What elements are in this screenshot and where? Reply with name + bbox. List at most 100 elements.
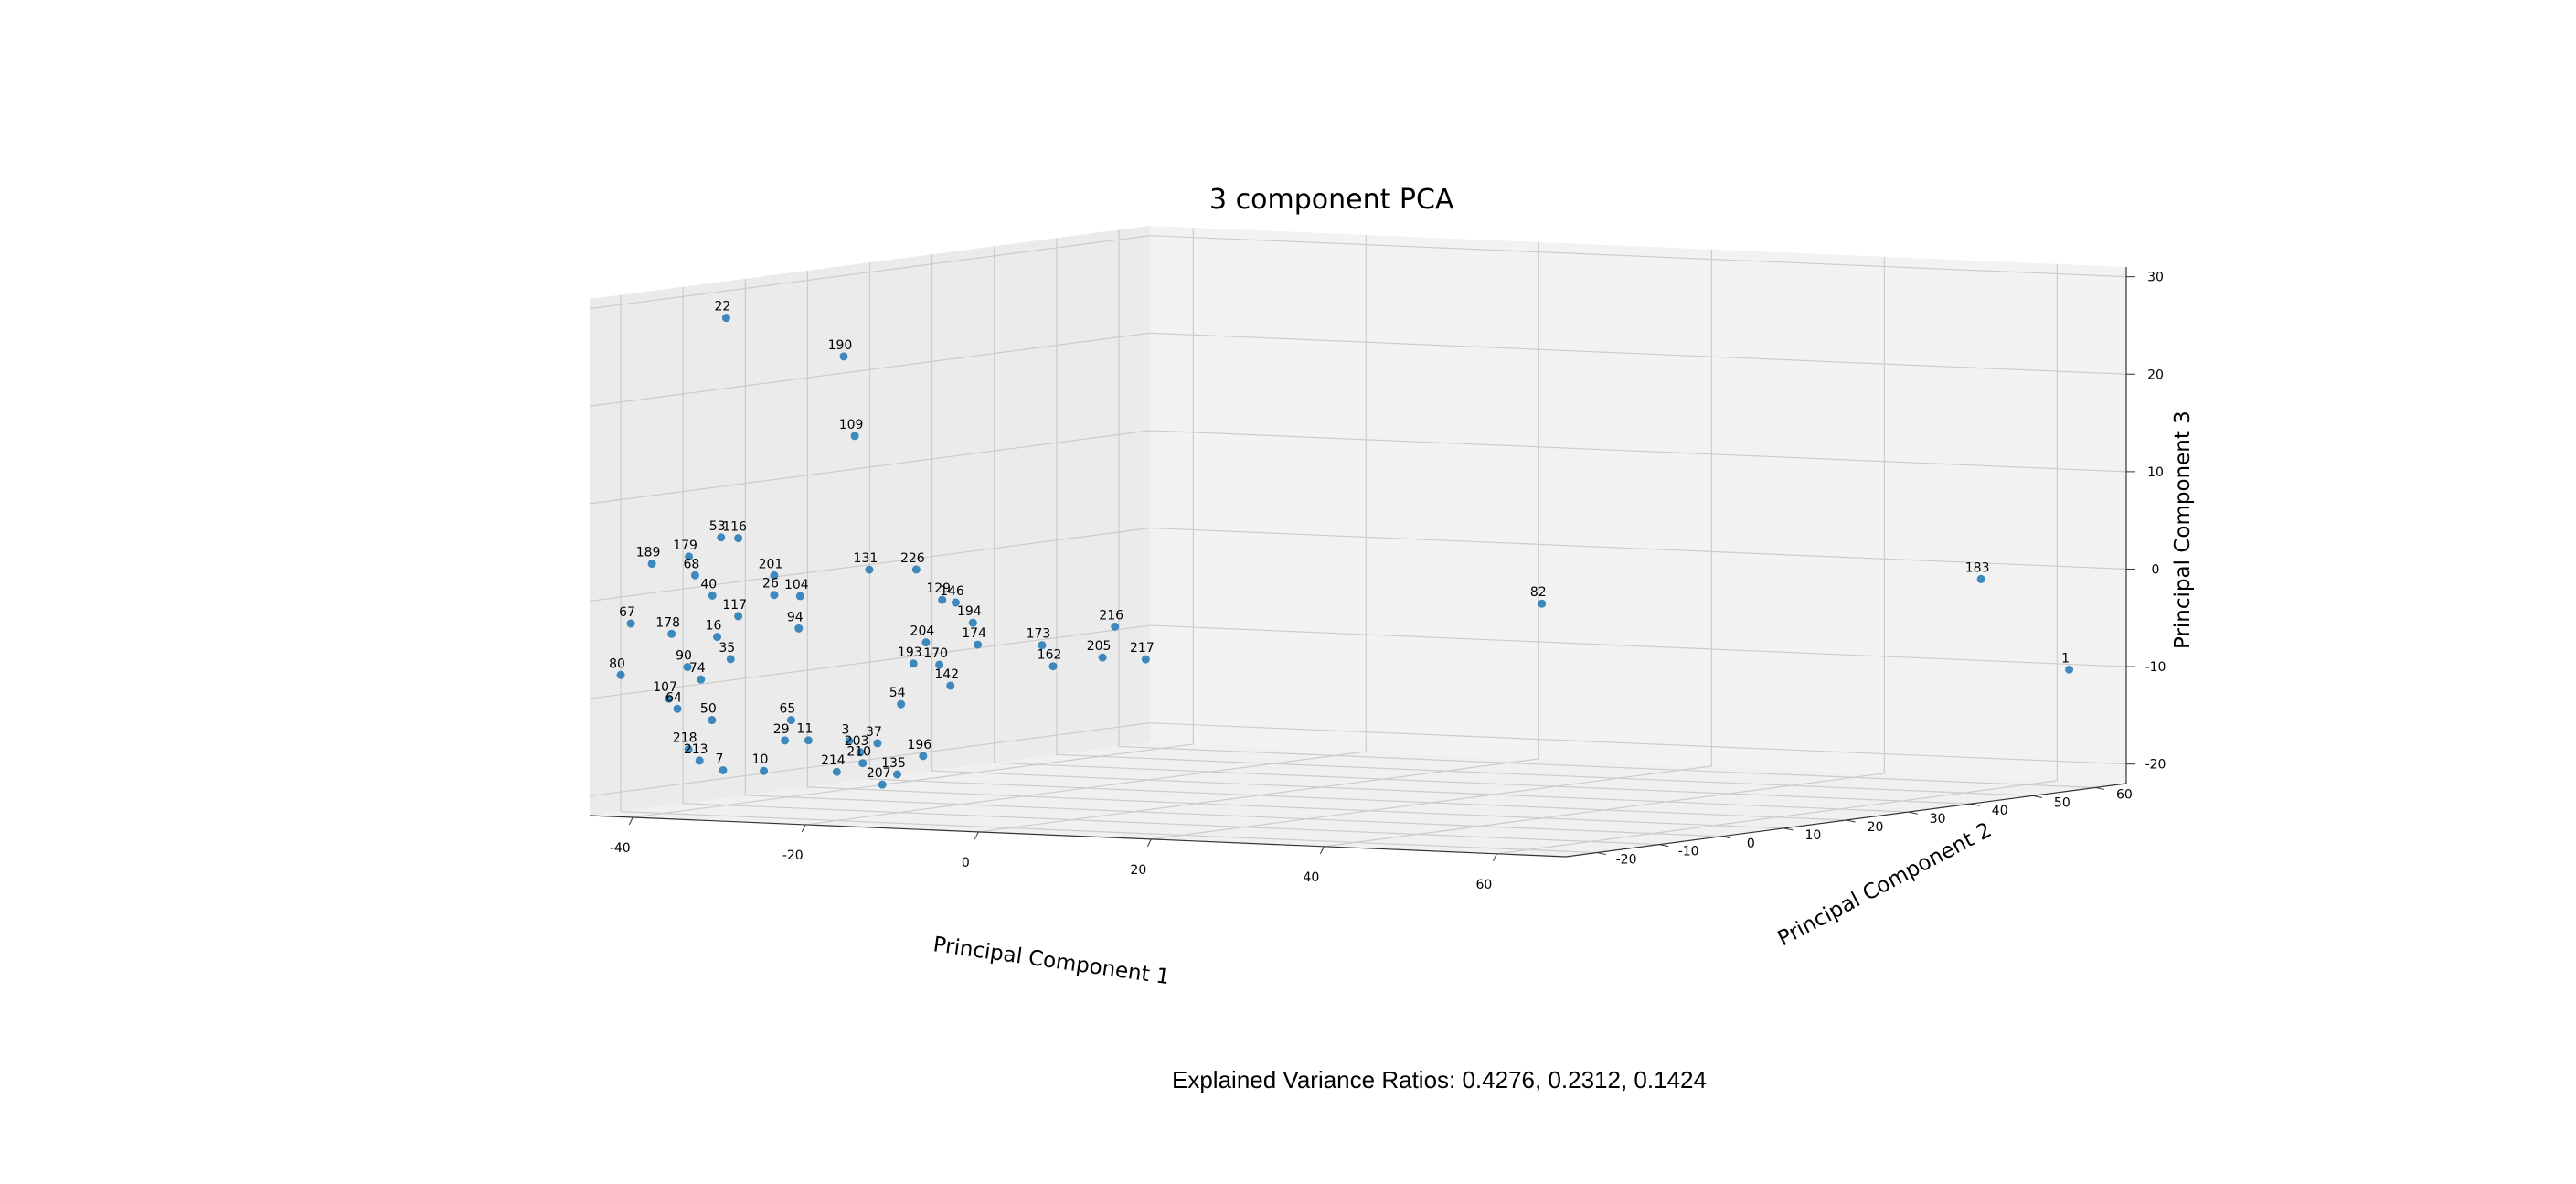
- data-point-label: 94: [787, 610, 804, 624]
- x-tick-label: 60: [1475, 878, 1492, 892]
- data-point-label: 204: [910, 624, 935, 639]
- data-point-label: 7: [715, 752, 723, 766]
- data-point: [1538, 599, 1547, 608]
- y-tick-label: 0: [1747, 837, 1755, 851]
- data-point-label: 65: [780, 702, 796, 717]
- x-tick-mark: [1492, 853, 1497, 862]
- y-grid-line: [1056, 238, 2033, 796]
- z-grid-line: [589, 430, 2127, 505]
- y-tick-label: -10: [1678, 845, 1699, 859]
- data-point: [781, 736, 790, 745]
- y-tick-mark: [1908, 811, 1918, 815]
- data-point-label: 26: [762, 577, 779, 592]
- data-point: [647, 560, 656, 569]
- data-point: [708, 591, 717, 600]
- data-point-label: 40: [700, 577, 717, 592]
- data-point: [683, 663, 692, 672]
- y-tick-mark: [1596, 852, 1607, 856]
- data-point: [804, 736, 813, 745]
- data-point: [938, 595, 947, 604]
- y-tick-label: 20: [1868, 820, 1884, 835]
- grid-lines: [589, 227, 2127, 855]
- data-point-label: 10: [752, 752, 769, 767]
- data-point: [873, 739, 882, 748]
- data-point: [951, 598, 960, 607]
- z-tick-label: 30: [2147, 271, 2164, 285]
- data-point-label: 216: [1099, 608, 1123, 623]
- data-point-label: 68: [683, 557, 699, 571]
- x-tick-mark: [1319, 846, 1325, 855]
- data-point-label: 189: [636, 546, 661, 560]
- data-point: [697, 675, 706, 684]
- y-grid-line: [744, 278, 1722, 837]
- data-point: [786, 716, 795, 725]
- data-point: [892, 770, 901, 779]
- data-point-label: 162: [1038, 648, 1062, 663]
- data-point: [734, 612, 743, 621]
- data-point-label: 74: [689, 661, 706, 676]
- data-point-label: 174: [962, 626, 986, 641]
- y-tick-mark: [2094, 786, 2105, 790]
- y-grid-line: [806, 270, 1784, 829]
- y-tick-mark: [1721, 836, 1731, 839]
- data-point: [665, 694, 674, 703]
- data-point-label: 1: [2061, 651, 2070, 666]
- data-point-label: 82: [1530, 585, 1547, 600]
- y-tick-label: 60: [2116, 787, 2133, 802]
- data-point-label: 109: [839, 418, 864, 432]
- data-point: [760, 766, 769, 775]
- data-point: [734, 534, 743, 543]
- data-point-label: 203: [845, 734, 869, 749]
- data-point-label: 183: [1965, 560, 1990, 575]
- data-point: [974, 640, 983, 649]
- x-grid-line: [805, 234, 1367, 826]
- y-grid-line: [931, 254, 1909, 813]
- y-grid-line: [682, 286, 1660, 846]
- data-point: [719, 765, 728, 774]
- y-tick-label: 30: [1930, 812, 1946, 827]
- x-tick-label: 0: [962, 856, 970, 870]
- data-point: [856, 748, 865, 757]
- data-point-label: 117: [722, 598, 747, 613]
- data-point-label: 194: [957, 604, 982, 619]
- z-tick-label: 10: [2147, 465, 2164, 480]
- data-point-label: 146: [940, 584, 964, 599]
- z-axis-label: Principal Component 3: [2171, 411, 2195, 649]
- y-tick-label: -20: [1616, 853, 1637, 868]
- z-grid-line: [589, 722, 2127, 797]
- data-point-label: 35: [719, 641, 735, 656]
- data-point-label: 207: [867, 766, 891, 781]
- data-point-label: 170: [923, 646, 948, 661]
- data-point: [911, 565, 921, 574]
- chart-title: 3 component PCA: [1209, 184, 1454, 216]
- y-tick-mark: [1970, 803, 1980, 806]
- data-point: [839, 352, 848, 361]
- z-grid-line: [589, 332, 2127, 407]
- x-axis-line: [589, 815, 1567, 858]
- data-point-label: 22: [715, 300, 731, 315]
- y-tick-mark: [1659, 844, 1669, 848]
- data-point-label: 131: [854, 551, 878, 566]
- back-pane: [1150, 226, 2126, 784]
- y-tick-label: 40: [1992, 804, 2008, 818]
- data-point: [946, 681, 955, 690]
- data-point: [935, 660, 944, 669]
- explained-variance-caption: Explained Variance Ratios: 0.4276, 0.231…: [1172, 1066, 1707, 1093]
- z-tick-label: -10: [2145, 660, 2166, 675]
- data-point: [770, 591, 779, 600]
- z-tick-label: 0: [2152, 562, 2160, 577]
- y-grid-line: [868, 262, 1847, 821]
- data-point: [1141, 655, 1150, 664]
- y-grid-line: [994, 246, 1971, 805]
- data-point: [1048, 662, 1058, 671]
- data-point-label: 3: [842, 722, 850, 737]
- data-point-label: 53: [709, 519, 726, 534]
- axes-panes: [590, 226, 2126, 857]
- data-point: [794, 624, 804, 633]
- data-point-label: 116: [722, 520, 747, 535]
- data-point-label: 107: [653, 680, 677, 695]
- data-point: [1098, 653, 1107, 662]
- data-point-label: 193: [898, 645, 922, 660]
